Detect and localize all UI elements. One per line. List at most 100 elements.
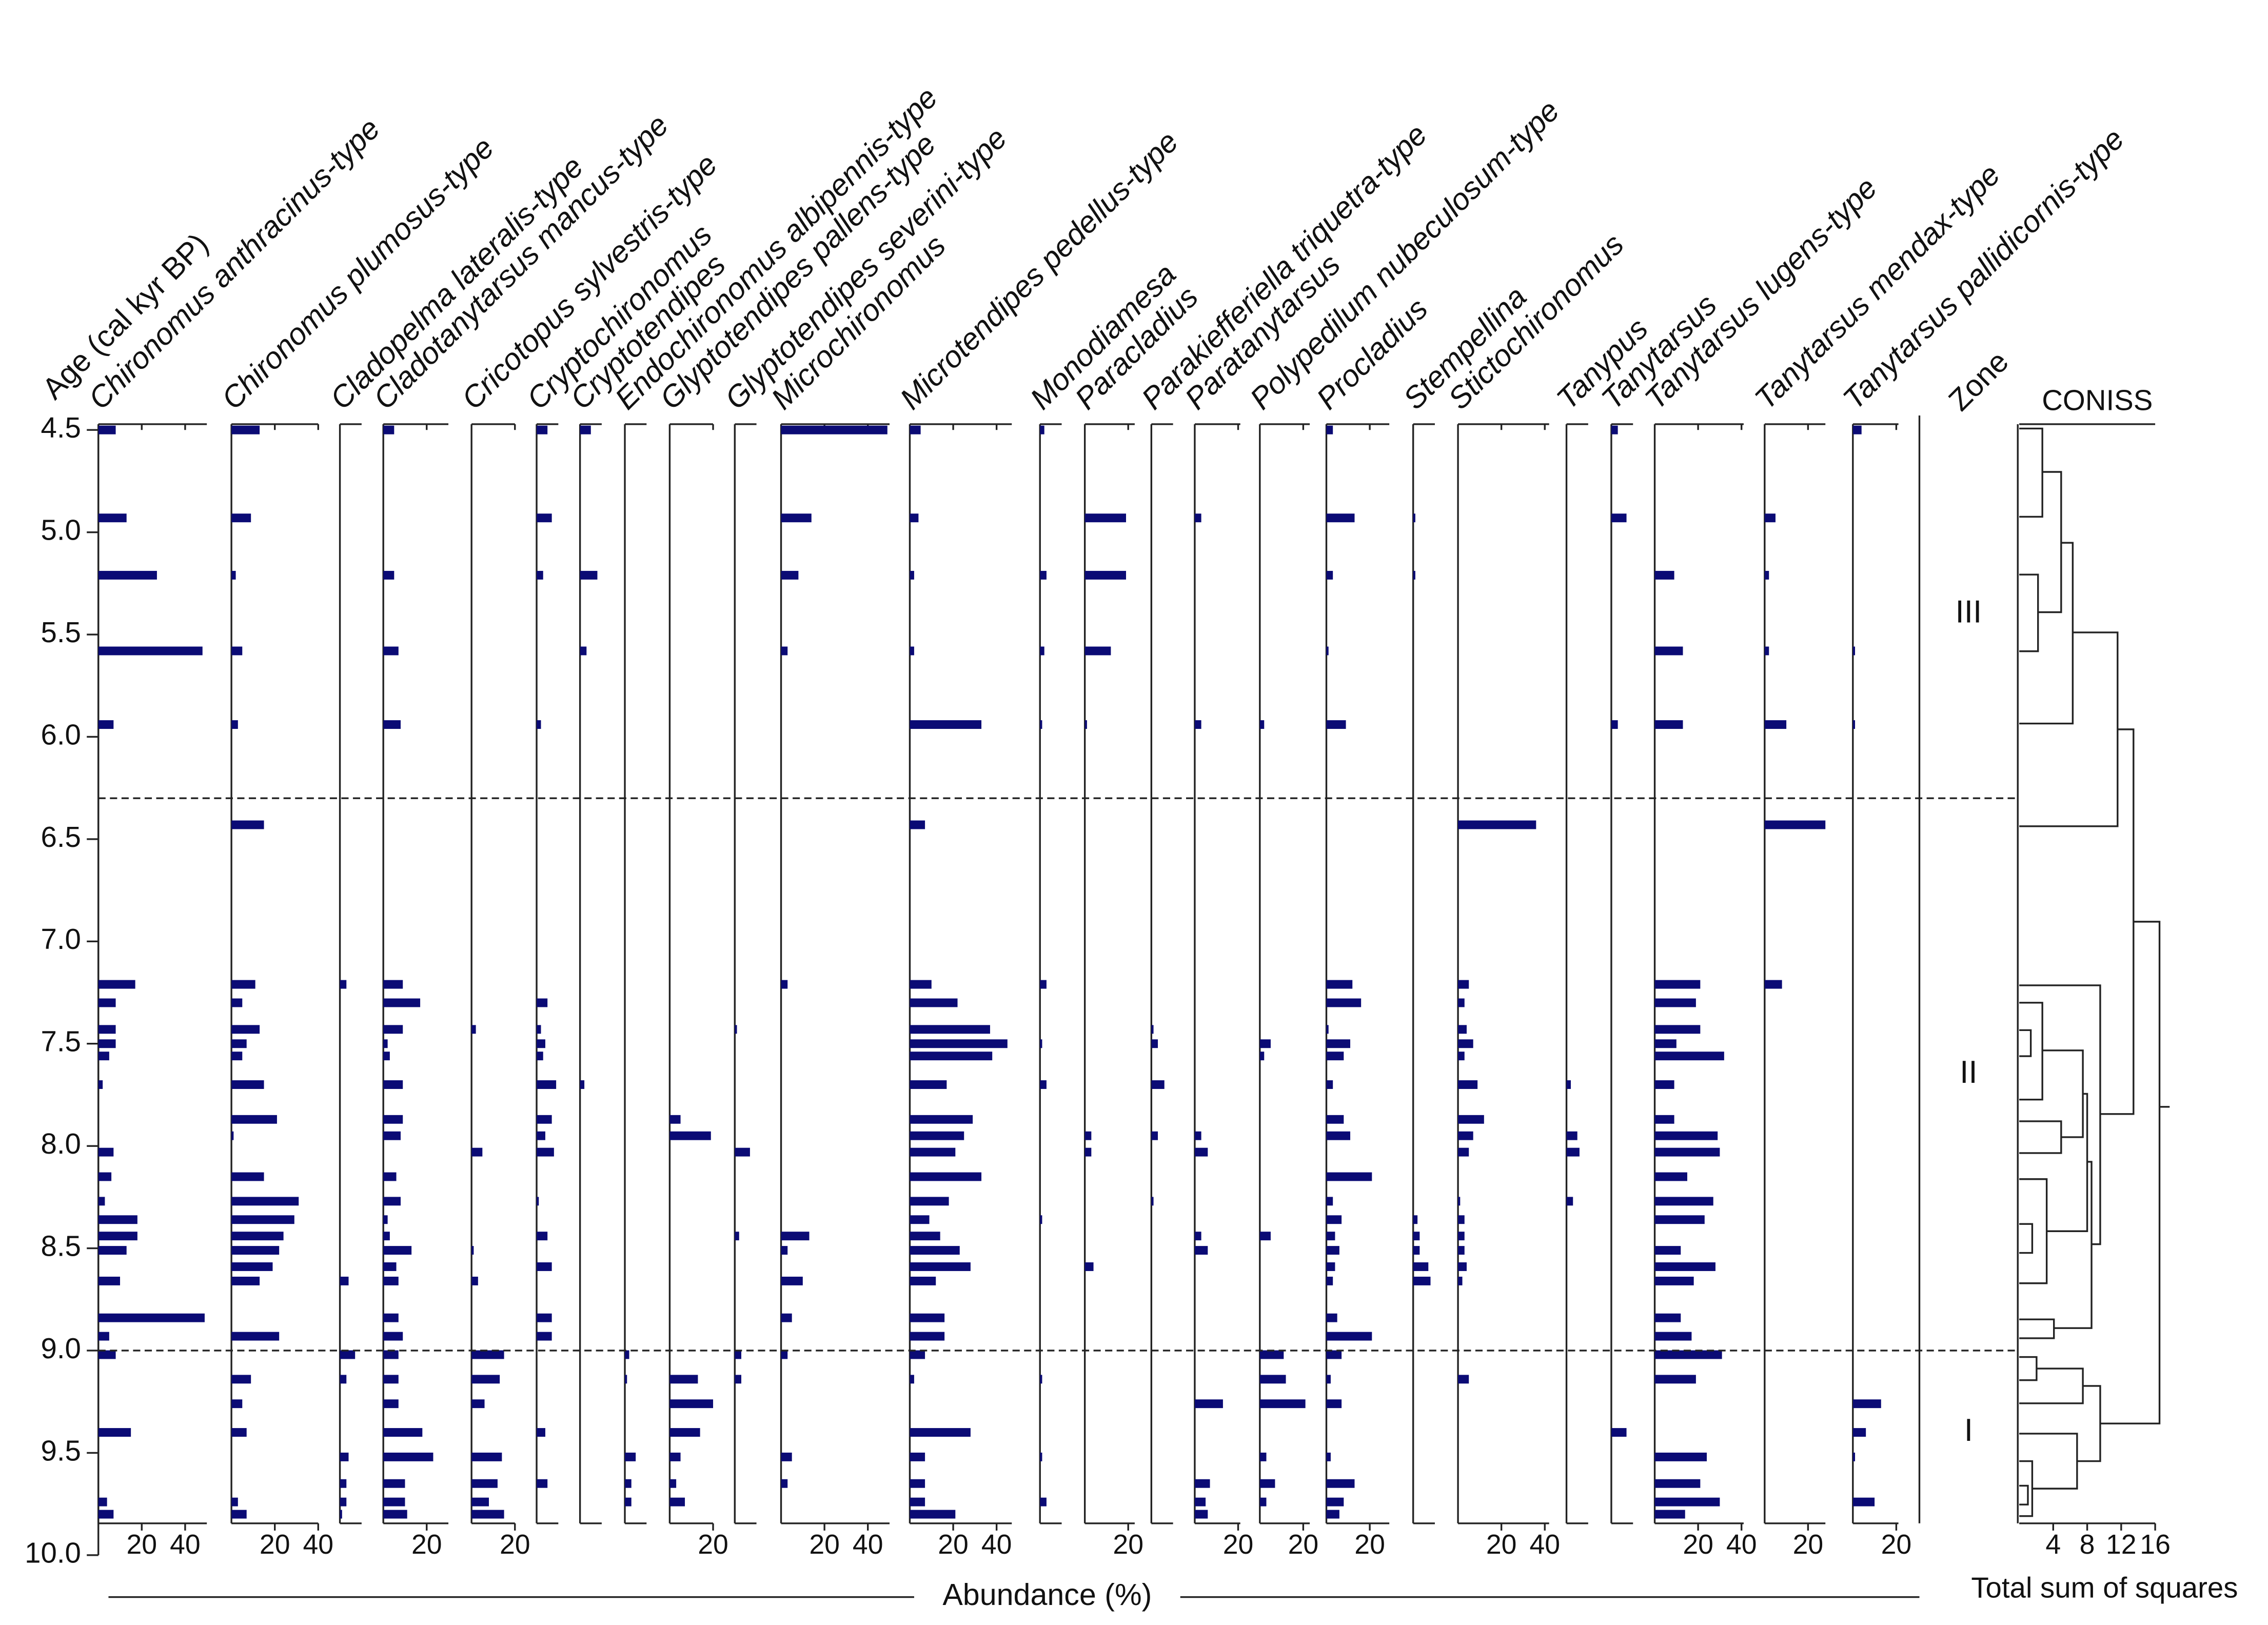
bar xyxy=(383,1332,403,1341)
bar xyxy=(1654,1332,1692,1341)
bar xyxy=(1852,1497,1875,1507)
y-tick-label: 6.0 xyxy=(41,718,81,750)
bar xyxy=(910,1350,925,1359)
bar xyxy=(910,1246,960,1255)
bar xyxy=(537,1479,548,1488)
bar xyxy=(580,1080,585,1089)
x-tick-label: 20 xyxy=(1486,1530,1517,1560)
zone-label: III xyxy=(1956,594,1982,630)
bar xyxy=(1326,1052,1344,1061)
bar xyxy=(231,1039,247,1048)
bar xyxy=(1084,513,1126,523)
bar xyxy=(1654,1215,1705,1224)
bar xyxy=(910,1025,990,1034)
bar xyxy=(1654,646,1683,656)
bar xyxy=(910,570,914,580)
bar xyxy=(537,998,548,1007)
bar xyxy=(910,1375,914,1384)
bar xyxy=(231,1497,238,1507)
bar xyxy=(537,1080,557,1089)
bar xyxy=(1852,1399,1881,1409)
bar xyxy=(1458,1039,1473,1048)
bar xyxy=(98,1350,116,1359)
bar xyxy=(471,1497,489,1507)
bar xyxy=(231,980,255,989)
bar xyxy=(669,1497,685,1507)
bar xyxy=(1040,720,1042,729)
coniss-tick-label: 8 xyxy=(2080,1530,2095,1560)
bar xyxy=(910,1276,936,1285)
bar xyxy=(340,1276,349,1285)
y-tick-label: 8.0 xyxy=(41,1127,81,1160)
bar xyxy=(383,720,401,729)
x-tick-label: 40 xyxy=(981,1530,1012,1560)
x-tick-label: 20 xyxy=(809,1530,840,1560)
bar xyxy=(735,1350,742,1359)
bar xyxy=(537,1232,548,1241)
bar xyxy=(340,1497,347,1507)
bar xyxy=(910,1428,971,1437)
bar xyxy=(910,1052,993,1061)
bar xyxy=(471,1025,476,1034)
bar xyxy=(98,1232,137,1241)
bar xyxy=(781,425,888,434)
bar xyxy=(910,1147,956,1157)
bar xyxy=(231,1172,264,1181)
bar xyxy=(1852,646,1856,656)
bar xyxy=(383,1052,390,1061)
bar xyxy=(383,1350,399,1359)
y-tick-label: 7.5 xyxy=(41,1025,81,1058)
bar xyxy=(1259,1479,1275,1488)
bar xyxy=(1326,1262,1335,1271)
bar xyxy=(1151,1197,1154,1206)
bar xyxy=(98,1497,107,1507)
taxon-label: Chironomus anthracinus-type xyxy=(82,111,386,416)
taxon-label: Microtendipes pedellus-type xyxy=(893,124,1185,415)
bar xyxy=(1326,1452,1331,1461)
bar xyxy=(1084,1147,1092,1157)
bar xyxy=(1654,1262,1715,1271)
bar xyxy=(910,998,958,1007)
bar xyxy=(1566,1197,1573,1206)
bar xyxy=(910,1497,925,1507)
bar xyxy=(383,1276,399,1285)
bar xyxy=(910,820,925,829)
bar xyxy=(1654,1147,1720,1157)
bar xyxy=(537,1197,539,1206)
bar xyxy=(625,1497,632,1507)
bar xyxy=(735,1025,737,1034)
bar xyxy=(98,1052,109,1061)
x-tick-label: 20 xyxy=(1793,1530,1824,1560)
bar xyxy=(383,1131,401,1140)
bar xyxy=(1458,1147,1469,1157)
bar xyxy=(1764,820,1826,829)
bar xyxy=(98,720,114,729)
y-tick-label: 4.5 xyxy=(41,411,81,444)
bar xyxy=(669,1399,714,1409)
bar xyxy=(231,1262,273,1271)
bar xyxy=(910,1197,949,1206)
bar xyxy=(1040,646,1044,656)
bar xyxy=(98,425,116,434)
bar xyxy=(340,980,347,989)
bar xyxy=(781,570,799,580)
bar xyxy=(1194,513,1201,523)
bar xyxy=(471,1276,478,1285)
bar xyxy=(98,1147,114,1157)
bar xyxy=(669,1428,700,1437)
bar xyxy=(910,720,982,729)
bar xyxy=(537,425,548,434)
bar xyxy=(1151,1080,1165,1089)
bar xyxy=(1326,1399,1342,1409)
bar xyxy=(1611,1428,1627,1437)
x-tick-label: 20 xyxy=(1113,1530,1143,1560)
y-tick-label: 9.0 xyxy=(41,1332,81,1364)
bar xyxy=(471,1375,500,1384)
bar xyxy=(231,1510,247,1519)
bar xyxy=(625,1452,636,1461)
bar xyxy=(1654,1452,1707,1461)
bar xyxy=(537,1262,552,1271)
bar xyxy=(231,820,264,829)
bar xyxy=(1040,1215,1042,1224)
bar xyxy=(1654,1276,1694,1285)
